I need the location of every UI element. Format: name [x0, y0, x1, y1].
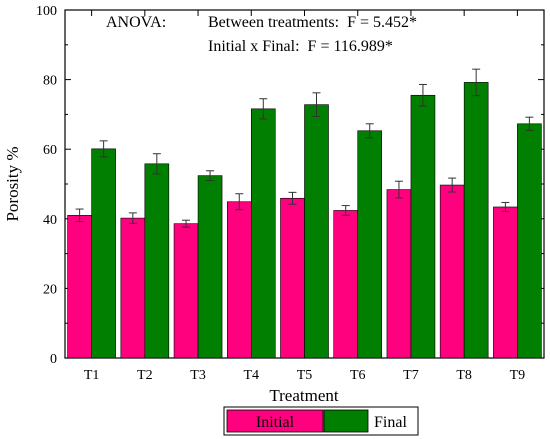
y-tick-label: 80 [43, 74, 57, 89]
legend-frame [223, 406, 419, 436]
bar-initial-t5 [280, 197, 305, 359]
y-axis-label: Porosity % [3, 146, 22, 221]
x-tick-label: T7 [403, 368, 419, 383]
x-tick-label: T9 [510, 368, 526, 383]
bar-final-t3 [197, 175, 223, 359]
bar-initial-t2 [120, 217, 146, 359]
legend-swatch-initial [226, 409, 324, 433]
bar-initial-t7 [386, 189, 412, 359]
bar-initial-t8 [439, 184, 465, 359]
bar-final-t9 [517, 123, 542, 359]
bar-final-t5 [304, 104, 329, 359]
x-axis-label: Treatment [269, 386, 339, 405]
error-bars [75, 68, 534, 228]
bar-initial-t4 [226, 201, 252, 359]
x-tick-label: T1 [84, 368, 100, 383]
y-tick-label: 100 [36, 4, 57, 19]
x-tick-label: T6 [350, 368, 366, 383]
legend-swatch-final [323, 409, 369, 433]
bar-initial-t9 [493, 206, 518, 359]
bar-final-t6 [357, 130, 383, 359]
bars [67, 82, 542, 359]
x-tick-label: T4 [243, 368, 259, 383]
y-tick-label: 60 [43, 143, 57, 158]
x-tick-label: T3 [190, 368, 206, 383]
between-treatments-stat: Between treatments: F = 5.452* [208, 14, 417, 31]
bar-final-t7 [410, 94, 436, 359]
bar-final-t2 [144, 163, 170, 359]
x-tick-label: T8 [456, 368, 472, 383]
legend-label-final: Final [374, 414, 407, 431]
bar-final-t4 [250, 108, 276, 359]
anova-label: ANOVA: [106, 14, 166, 31]
initial-final-stat: Initial x Final: F = 116.989* [208, 38, 393, 55]
x-axis: T1 T2 T3 T4 T5 T6 T7 T8 T9 [84, 10, 525, 383]
legend-label-initial: Initial [256, 414, 295, 431]
bar-final-t1 [91, 148, 116, 359]
y-tick-label: 40 [43, 213, 57, 228]
x-tick-label: T5 [297, 368, 313, 383]
y-tick-label: 0 [50, 352, 57, 367]
bar-initial-t6 [333, 210, 359, 359]
bar-initial-t1 [67, 215, 92, 359]
bar-initial-t3 [173, 223, 199, 359]
x-tick-label: T2 [137, 368, 153, 383]
legend: Initial Final [223, 406, 419, 436]
y-tick-label: 20 [43, 282, 57, 297]
bar-final-t8 [463, 82, 489, 359]
